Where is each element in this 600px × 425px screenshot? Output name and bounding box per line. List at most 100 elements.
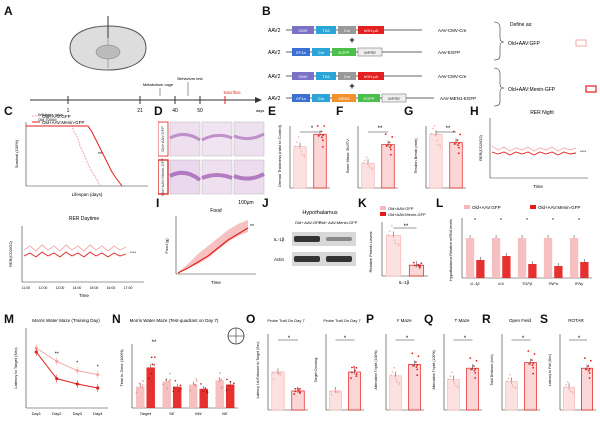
data-point [205,390,208,392]
data-point [588,371,591,374]
construct-name-2: AAV-EGFP [438,50,460,55]
timeline-unit: days [256,108,264,113]
g-ylabel: Tendon Break (mm) [413,138,418,174]
data-point [173,386,175,389]
data-point [569,388,571,391]
data-point [436,139,438,142]
panel-label-h: H [470,104,479,118]
survival-legend-gfp: Old+AAV:GFP [42,114,71,119]
panel-f-chart: Bone Mass: BV/TV ** [345,126,398,189]
svg-text:T2A: T2A [322,74,330,79]
behaviors-label: Behaviors test [177,76,203,81]
group1-swatch [575,39,587,47]
construct-name-3: AAV-CMV-Cre [438,74,467,79]
data-point [457,152,460,155]
data-point [294,145,297,148]
data-point [189,389,192,392]
svg-text:13:00: 13:00 [56,286,65,290]
x-tick-label: TGFβ [522,281,533,286]
data-point [138,382,141,385]
data-point [474,368,477,370]
i-xlabel: Time [211,280,221,285]
data-point [295,141,298,144]
panel-p-chart: Y Maze Alternative Triplet (100%) * [374,318,424,411]
panel-label-f: F [336,104,344,118]
data-point [389,148,392,151]
data-point [420,262,423,265]
h-sig: **** [580,149,587,154]
data-point [449,375,452,378]
data-point [293,393,296,395]
r-title: Open Field [509,318,532,323]
data-point [392,235,395,238]
data-point [366,162,369,165]
data-point [169,379,172,381]
plus-sign: + [349,35,354,45]
svg-text:MEN1: MEN1 [338,96,350,101]
panel-h-rer-night: RER Night **** RER(CO2/O2) Time [478,110,588,189]
bar-SE-0 [162,381,171,408]
data-point [509,373,512,376]
rer-day-title: RER Daytime [69,216,100,222]
panel-label-q: Q [424,312,434,326]
data-point [512,386,515,388]
j-row-il1b: IL-1β [274,237,285,242]
data-point [389,153,392,156]
data-point [470,368,473,371]
data-point [228,384,230,387]
define-as-label: Define as: [510,22,533,28]
sig-label: * [76,361,78,367]
n-title: Morris Water Maze (Test-quadrant on Day … [130,318,219,323]
data-point [416,374,419,377]
data-point [220,386,223,389]
bar-GFP [389,375,402,411]
construct-part [292,26,314,34]
data-point [179,384,182,387]
p-sig: * [406,336,409,342]
i-sig: ** [250,224,254,230]
data-point [174,379,177,382]
x-tick-label: Day4 [93,411,103,416]
data-point [294,390,297,393]
i-title: Food [210,208,222,214]
data-point [528,363,531,365]
construct-part [316,26,336,34]
sig-label: * [552,218,554,224]
data-point [150,356,153,359]
data-point [334,388,337,391]
data-point [354,369,356,372]
data-point [151,363,154,366]
panel-label-r: R [482,312,491,326]
x-tick-label: NW [195,411,203,416]
data-point [415,366,418,368]
f-sig: ** [378,126,383,132]
bar-GFP [385,235,402,277]
data-point [219,372,221,374]
data-point [303,155,306,158]
bar-GFP [361,162,375,189]
data-point [434,134,437,137]
panel-label-k: K [358,196,367,210]
data-point [335,391,338,394]
svg-text:17:00: 17:00 [124,286,133,290]
bar-GFP [429,133,443,189]
s-sig: * [578,336,581,342]
data-point [195,378,198,380]
data-point [385,145,388,147]
data-point [569,390,572,393]
panel-label-m: M [4,312,14,326]
svg-text:+: + [349,81,354,91]
panel-l-chart: Old+AAV:GFP Old+AAV:Menin-GFP Hypothalam… [449,205,592,286]
data-point [317,135,320,137]
histo-row-gfp: Old+AAV:GFP [160,126,165,152]
data-point [363,159,366,162]
data-point [393,366,396,369]
r-sig: * [522,336,525,342]
series-line-1 [35,351,98,389]
group2-label: Old+AAV:Menin-GFP [508,87,556,93]
sig-label: * [526,218,528,224]
bar-SE-1 [172,386,182,408]
sig-label: * [578,218,580,224]
data-point [565,383,567,386]
